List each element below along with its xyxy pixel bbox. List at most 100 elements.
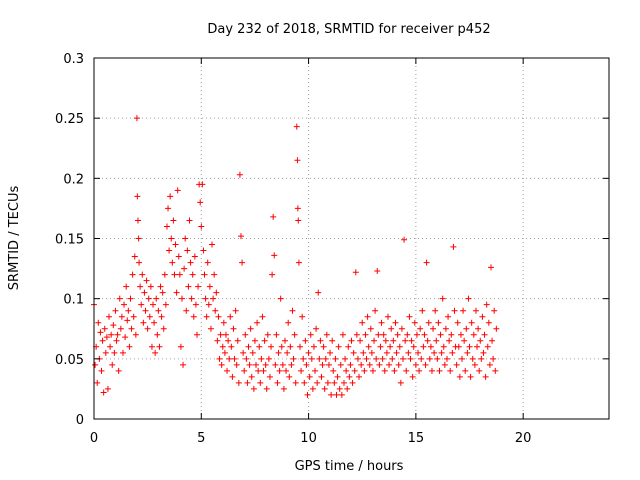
y-tick-label: 0.15 <box>55 233 84 248</box>
data-point <box>464 349 471 356</box>
data-point <box>92 361 99 368</box>
data-point <box>205 301 212 308</box>
y-tick-label: 0 <box>76 413 84 428</box>
data-point <box>293 123 300 130</box>
x-tick-label: 5 <box>197 431 205 446</box>
data-point <box>368 349 375 356</box>
data-point <box>336 385 343 392</box>
data-point <box>218 361 225 368</box>
data-point <box>137 283 144 290</box>
data-point <box>269 271 276 278</box>
data-point <box>481 331 488 338</box>
data-point <box>335 343 342 350</box>
data-point <box>200 247 207 254</box>
data-point <box>330 367 337 374</box>
data-point <box>425 319 432 326</box>
data-point <box>127 295 134 302</box>
data-point <box>298 367 305 374</box>
data-point <box>419 307 426 314</box>
data-point <box>258 355 265 362</box>
data-point <box>236 171 243 178</box>
data-point <box>416 367 423 374</box>
x-tick-label: 15 <box>408 431 425 446</box>
data-point <box>142 307 149 314</box>
data-point <box>388 325 395 332</box>
data-point <box>145 295 152 302</box>
data-point <box>126 343 133 350</box>
data-point <box>489 337 496 344</box>
data-point <box>443 355 450 362</box>
data-point <box>306 373 313 380</box>
data-point <box>129 271 136 278</box>
data-point <box>94 379 101 386</box>
data-point <box>284 349 291 356</box>
data-point <box>194 331 200 338</box>
data-point <box>360 349 367 356</box>
data-point <box>410 343 417 350</box>
data-point <box>285 319 292 326</box>
data-point <box>445 313 452 320</box>
data-point <box>412 361 419 368</box>
data-point <box>460 307 467 314</box>
data-point <box>377 343 384 350</box>
data-point <box>371 337 378 344</box>
data-point <box>233 361 240 368</box>
data-point <box>161 271 168 278</box>
data-point <box>428 367 435 374</box>
data-point <box>408 337 415 344</box>
data-point <box>475 325 482 332</box>
data-point <box>417 325 424 332</box>
data-point <box>415 349 422 356</box>
data-point <box>446 337 453 344</box>
data-point <box>483 301 490 308</box>
data-point <box>244 379 251 386</box>
data-point <box>478 355 485 362</box>
data-point <box>197 199 204 206</box>
data-point <box>115 367 122 374</box>
data-point <box>173 289 180 296</box>
data-point <box>107 343 114 350</box>
data-point <box>331 379 338 386</box>
data-point <box>391 367 398 374</box>
data-point <box>474 343 481 350</box>
data-point <box>394 331 401 338</box>
data-point <box>423 259 430 266</box>
data-point <box>364 313 371 320</box>
data-point <box>95 319 102 326</box>
y-tick-label: 0.25 <box>55 112 84 127</box>
data-point <box>128 325 135 332</box>
data-point <box>320 343 327 350</box>
data-point <box>455 343 462 350</box>
data-point <box>189 271 196 278</box>
data-point <box>362 331 369 338</box>
data-point <box>265 355 272 362</box>
data-point <box>453 361 460 368</box>
data-point <box>264 331 271 338</box>
data-point <box>270 213 277 220</box>
data-point <box>212 307 219 314</box>
data-point <box>376 361 383 368</box>
data-point <box>108 331 115 338</box>
data-point <box>407 355 414 362</box>
data-point <box>239 259 246 266</box>
data-point <box>309 385 316 392</box>
x-tick-label: 10 <box>300 431 317 446</box>
data-point <box>121 301 128 308</box>
data-point <box>140 319 147 326</box>
data-point <box>260 367 267 374</box>
data-point <box>396 343 403 350</box>
data-point <box>365 343 372 350</box>
data-point <box>275 349 282 356</box>
data-point <box>294 157 301 164</box>
data-point <box>225 337 232 344</box>
data-point <box>354 355 361 362</box>
data-point <box>397 379 404 386</box>
data-point <box>313 325 320 332</box>
data-point <box>436 367 443 374</box>
data-point <box>132 331 139 338</box>
data-point <box>472 307 479 314</box>
x-tick-label: 0 <box>90 431 98 446</box>
data-point <box>141 289 148 296</box>
data-point <box>343 367 350 374</box>
data-point <box>163 223 170 230</box>
